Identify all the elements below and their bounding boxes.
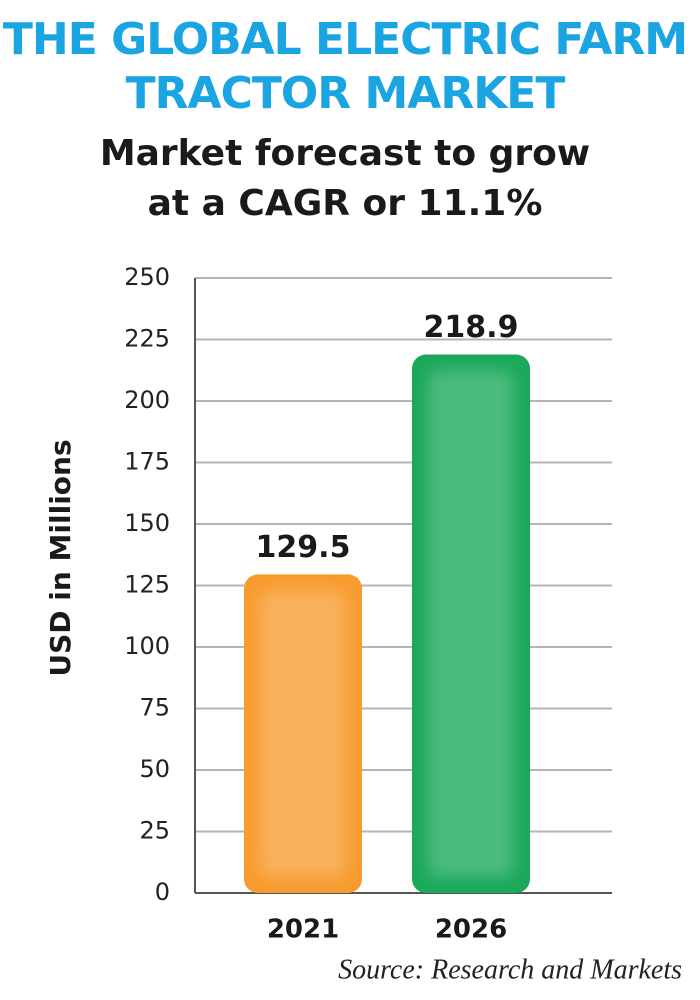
- y-tick-label: 225: [124, 325, 170, 353]
- y-tick-label: 100: [124, 632, 170, 660]
- bar-highlight: [260, 590, 346, 877]
- y-tick-label: 200: [124, 386, 170, 414]
- y-axis-label: USD in Millions: [44, 439, 77, 676]
- y-tick-label: 50: [139, 755, 170, 783]
- value-label: 218.9: [424, 310, 519, 345]
- y-tick-label: 150: [124, 509, 170, 537]
- chart-subtitle: at a CAGR or 11.1%: [148, 183, 543, 224]
- chart-subtitle: Market forecast to grow: [100, 133, 590, 174]
- value-label: 129.5: [256, 530, 351, 565]
- plot-area: 0 25 50 75 100 125 150 175 200 225 250 2021 129.5 202…: [124, 263, 612, 945]
- y-tick-label: 25: [139, 817, 170, 845]
- chart-title: THE GLOBAL ELECTRIC FARM: [3, 14, 687, 65]
- source: Source: Research and Markets: [338, 954, 682, 985]
- y-tick-label: 0: [155, 878, 170, 906]
- bar-highlight: [428, 370, 514, 877]
- x-tick-label: 2026: [435, 915, 507, 945]
- x-tick-label: 2021: [267, 915, 339, 945]
- y-tick-label: 125: [124, 571, 170, 599]
- y-tick-label: 175: [124, 448, 170, 476]
- chart-title: TRACTOR MARKET: [126, 68, 566, 119]
- y-tick-label: 250: [124, 263, 170, 291]
- y-tick-label: 75: [139, 694, 170, 722]
